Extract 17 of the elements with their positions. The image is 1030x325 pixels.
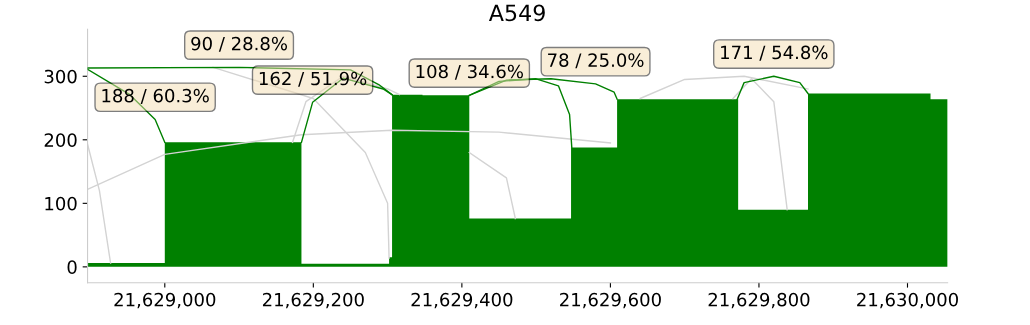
annotation: 188 / 60.3% bbox=[102, 88, 209, 104]
annotation: 171 / 54.8% bbox=[721, 45, 828, 61]
x-tick-label: 21,629,600 bbox=[560, 292, 661, 309]
y-tick-label: 200 bbox=[44, 133, 77, 147]
annotation: 162 / 51.9% bbox=[259, 71, 367, 87]
y-tick-label: 300 bbox=[44, 69, 77, 84]
x-tick-label: 21,629,400 bbox=[411, 292, 513, 309]
x-tick-label: 21,629,800 bbox=[708, 292, 810, 309]
x-tick-label: 21,629,200 bbox=[262, 292, 364, 309]
y-tick-label: 100 bbox=[45, 196, 77, 211]
x-tick-label: 21,629,000 bbox=[114, 292, 216, 309]
annotation: 78 / 25.0% bbox=[548, 53, 644, 69]
y-tick-label: 0 bbox=[67, 260, 77, 274]
annotation: 90 / 28.8% bbox=[191, 36, 288, 52]
chart-title: A549 bbox=[488, 4, 545, 22]
x-tick-label: 21,630,000 bbox=[857, 292, 958, 309]
annotation: 108 / 34.6% bbox=[416, 64, 523, 80]
